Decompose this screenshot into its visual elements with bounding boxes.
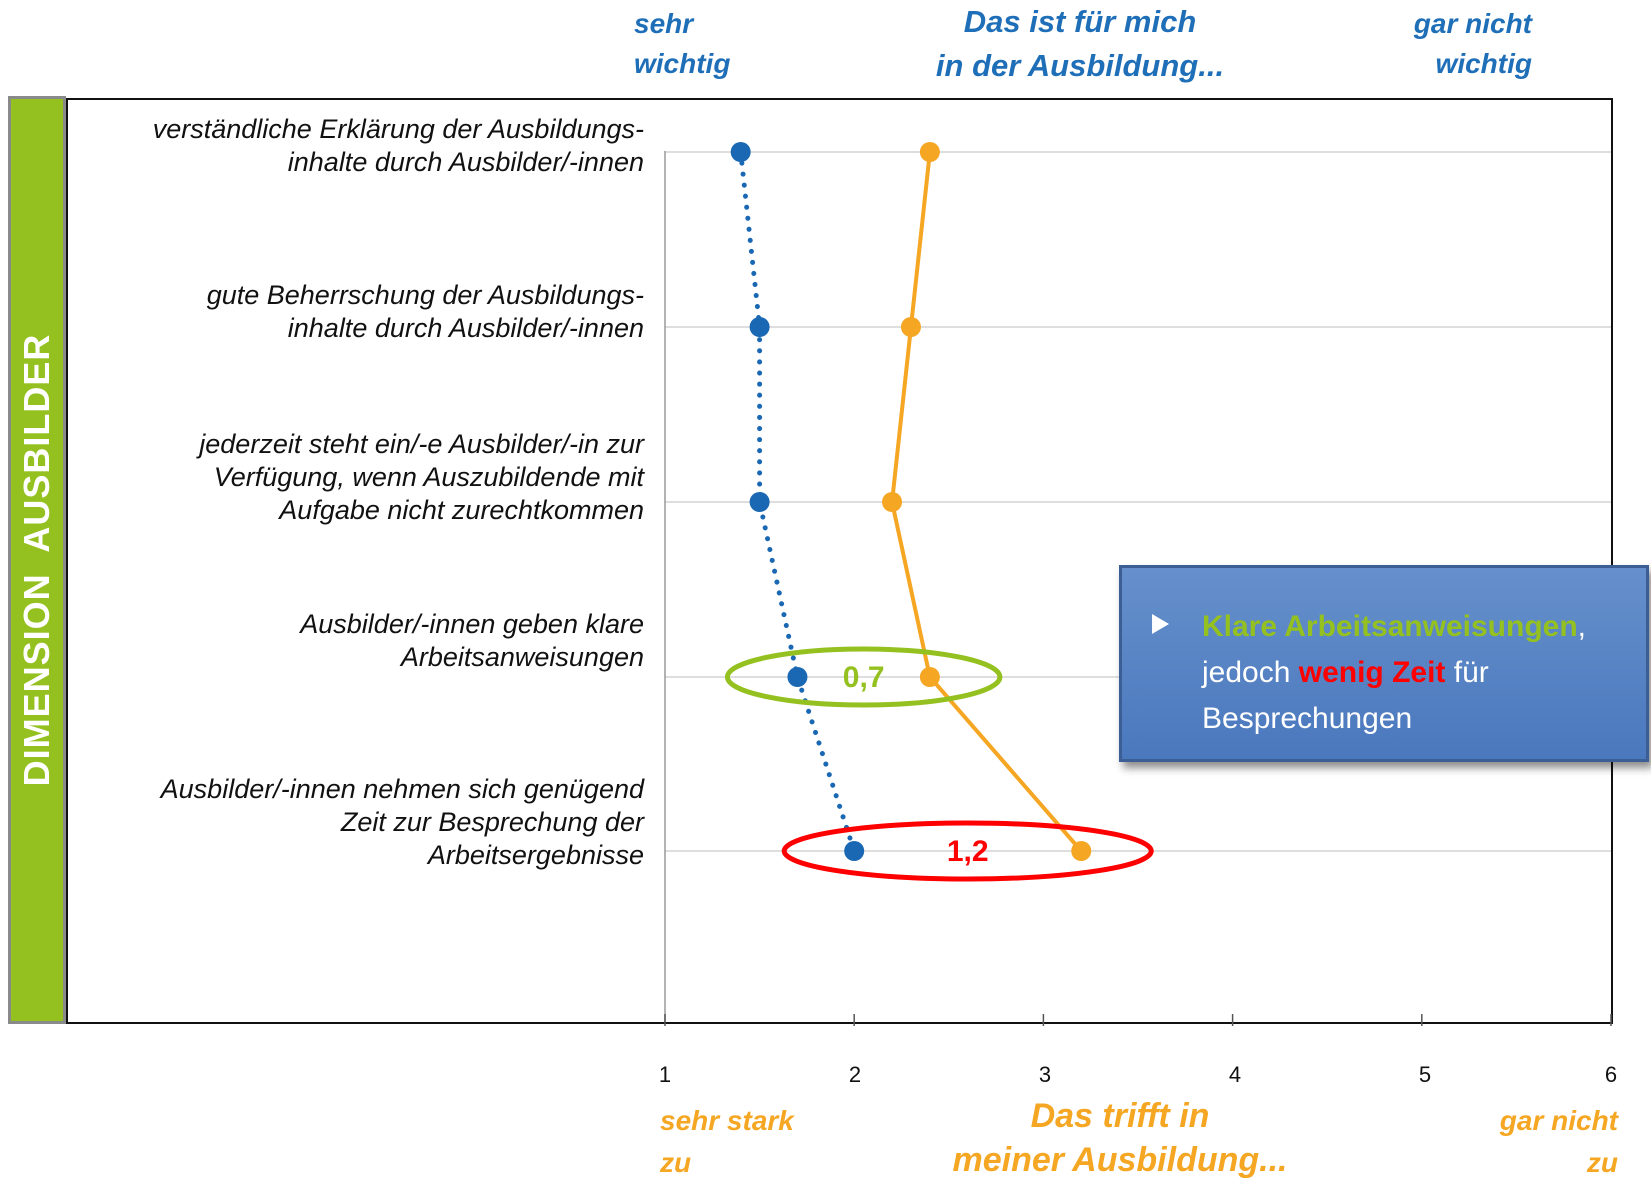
footer-right-label: gar nicht zu (1440, 1100, 1618, 1184)
footer-left-line1: sehr stark (660, 1105, 794, 1136)
x-tick-label: 3 (1038, 1062, 1052, 1087)
annotation-ellipse (781, 820, 1154, 882)
category-label: Ausbilder/-innen geben klare Arbeitsanwe… (300, 609, 644, 672)
x-tick-label: 2 (848, 1062, 862, 1087)
footer-left-line2: zu (660, 1147, 692, 1178)
series-2-point (900, 317, 921, 337)
series-1-point (730, 142, 751, 162)
header-left-line2: wichtig (634, 48, 731, 79)
series-1-point (844, 841, 865, 861)
callout-highlight-green: Klare Arbeitsanweisungen (1202, 610, 1578, 643)
footer-left-label: sehr stark zu (660, 1100, 794, 1184)
series-2-point (1071, 841, 1092, 861)
callout-comma: , (1577, 610, 1587, 643)
series-2-point (882, 492, 903, 512)
callout-text: Klare Arbeitsanweisungen, jedoch wenig Z… (1202, 604, 1632, 742)
callout-text-besprechungen: Besprechungen (1202, 702, 1413, 735)
annotation-ellipse (724, 646, 1003, 708)
series-1-point (749, 492, 770, 512)
bullet-triangle-icon (1152, 614, 1169, 634)
series-2-point (919, 142, 940, 162)
series-1-point (787, 667, 808, 687)
summary-callout: Klare Arbeitsanweisungen, jedoch wenig Z… (1119, 565, 1649, 762)
annotation-label: 0,7 (843, 661, 885, 694)
category-label: Ausbilder/-innen nehmen sich genügend Ze… (160, 774, 644, 870)
series-2-point (919, 667, 940, 687)
series-1-point (749, 317, 770, 337)
header-center-line1: Das ist für mich (963, 4, 1197, 39)
footer-right-line1: gar nicht (1499, 1105, 1618, 1136)
x-tick-label: 4 (1228, 1062, 1242, 1087)
footer-right-line2: zu (1586, 1147, 1618, 1178)
annotation-label: 1,2 (947, 835, 989, 868)
callout-highlight-red: wenig Zeit (1298, 656, 1446, 689)
header-left-label: sehr wichtig (634, 4, 730, 84)
footer-center-line1: Das trifft in (1030, 1097, 1210, 1135)
footer-center-label: Das trifft in meiner Ausbildung... (940, 1094, 1300, 1182)
header-center-line2: in der Ausbildung... (935, 48, 1225, 83)
callout-text-fuer: für (1445, 656, 1489, 689)
header-center-label: Das ist für mich in der Ausbildung... (930, 0, 1230, 88)
category-label: gute Beherrschung der Ausbildungs- inhal… (206, 280, 644, 343)
x-tick-label: 6 (1604, 1062, 1618, 1087)
callout-text-jedoch: jedoch (1202, 656, 1299, 689)
header-right-line2: wichtig (1435, 48, 1532, 79)
x-tick-label: 5 (1418, 1062, 1432, 1087)
header-right-label: gar nicht wichtig (1380, 4, 1532, 84)
category-label: jederzeit steht ein/-e Ausbilder/-in zur… (199, 429, 644, 525)
x-tick-label: 1 (658, 1062, 672, 1087)
category-label: verständliche Erklärung der Ausbildungs-… (152, 114, 644, 177)
chart-frame (66, 98, 1613, 1024)
header-right-line1: gar nicht (1413, 8, 1532, 39)
dimension-sidebar: DIMENSION AUSBILDER (8, 96, 66, 1024)
footer-center-line2: meiner Ausbildung... (952, 1141, 1288, 1179)
header-left-line1: sehr (634, 8, 694, 39)
